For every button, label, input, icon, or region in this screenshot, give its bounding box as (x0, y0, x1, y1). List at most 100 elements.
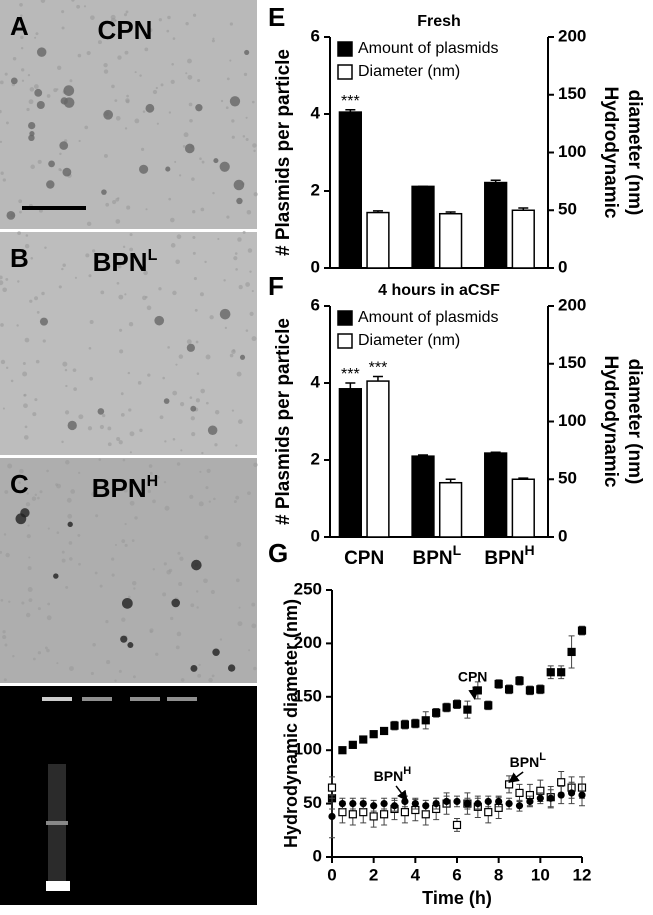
texture (61, 10, 65, 14)
texture (175, 363, 178, 366)
texture (168, 197, 172, 201)
texture (167, 15, 171, 20)
texture (204, 535, 209, 540)
texture (205, 354, 211, 360)
y-tick-label: 200 (294, 633, 322, 652)
texture (128, 322, 134, 327)
point (578, 791, 586, 799)
texture (147, 373, 151, 377)
texture (224, 326, 227, 329)
particle (6, 210, 16, 220)
panel-label: B (10, 243, 29, 273)
texture (61, 550, 65, 554)
texture (195, 340, 199, 344)
texture (124, 293, 127, 296)
texture (178, 174, 182, 177)
error-bar (445, 478, 456, 483)
texture (176, 462, 181, 466)
texture (220, 99, 224, 103)
texture (179, 556, 184, 561)
texture (152, 89, 158, 95)
particle (103, 109, 114, 120)
particle (154, 315, 165, 326)
texture (125, 99, 130, 104)
texture (115, 115, 121, 121)
texture (111, 557, 115, 561)
texture (64, 368, 68, 372)
texture (136, 489, 139, 492)
texture (98, 458, 102, 461)
texture (42, 339, 46, 343)
texture (229, 59, 232, 62)
texture (29, 299, 33, 303)
texture (23, 393, 27, 397)
series-label: BPNH (374, 765, 412, 784)
texture (245, 138, 249, 142)
texture (85, 253, 90, 258)
x-tick-label-main: BPN (484, 548, 524, 569)
texture (18, 199, 23, 204)
texture (236, 542, 242, 547)
y2-axis-label: diameter (nm) (624, 359, 645, 485)
legend-label: Diameter (nm) (358, 332, 460, 349)
texture (131, 539, 135, 542)
particle (213, 158, 219, 164)
particle (212, 648, 220, 656)
texture (27, 587, 33, 592)
texture (127, 595, 131, 599)
gel-band (46, 881, 70, 891)
texture (190, 416, 195, 421)
y2-tick-label: 0 (558, 257, 567, 276)
texture (87, 426, 93, 431)
texture (69, 666, 74, 671)
texture (86, 221, 92, 227)
point (536, 685, 545, 694)
particle (195, 103, 203, 112)
point (348, 810, 357, 819)
texture (183, 132, 189, 138)
texture (191, 177, 195, 181)
x-tick-label: 4 (411, 865, 421, 884)
texture (160, 83, 164, 87)
point (327, 783, 337, 792)
texture (58, 167, 62, 171)
texture (247, 491, 251, 496)
texture (162, 376, 165, 380)
particle (190, 664, 198, 672)
texture (4, 490, 9, 494)
point (557, 791, 565, 799)
particle (207, 425, 218, 435)
y-tick-label: 0 (311, 526, 320, 545)
particle (163, 398, 170, 404)
texture (2, 287, 7, 293)
texture (59, 152, 62, 156)
texture (103, 62, 108, 68)
panel-label: C (10, 469, 29, 499)
bar (338, 388, 362, 538)
x-axis-label: Time (h) (422, 888, 492, 908)
texture (34, 36, 37, 39)
bar (484, 452, 508, 538)
texture (192, 210, 196, 214)
point (359, 808, 368, 817)
point (567, 647, 576, 657)
texture (56, 662, 59, 665)
point (400, 720, 410, 729)
texture (119, 349, 124, 354)
chart-title: Fresh (417, 13, 461, 30)
point (442, 797, 451, 806)
texture (47, 602, 51, 606)
texture (180, 678, 185, 682)
lane-label: IV (172, 732, 193, 757)
texture (126, 94, 129, 98)
texture (103, 153, 108, 158)
texture (201, 160, 205, 164)
texture (192, 236, 196, 240)
texture (166, 569, 172, 575)
point (369, 812, 378, 821)
x-tick-label: BPNH (484, 542, 534, 569)
texture (91, 491, 97, 497)
texture (66, 497, 72, 503)
texture (253, 462, 258, 468)
texture (189, 396, 193, 399)
